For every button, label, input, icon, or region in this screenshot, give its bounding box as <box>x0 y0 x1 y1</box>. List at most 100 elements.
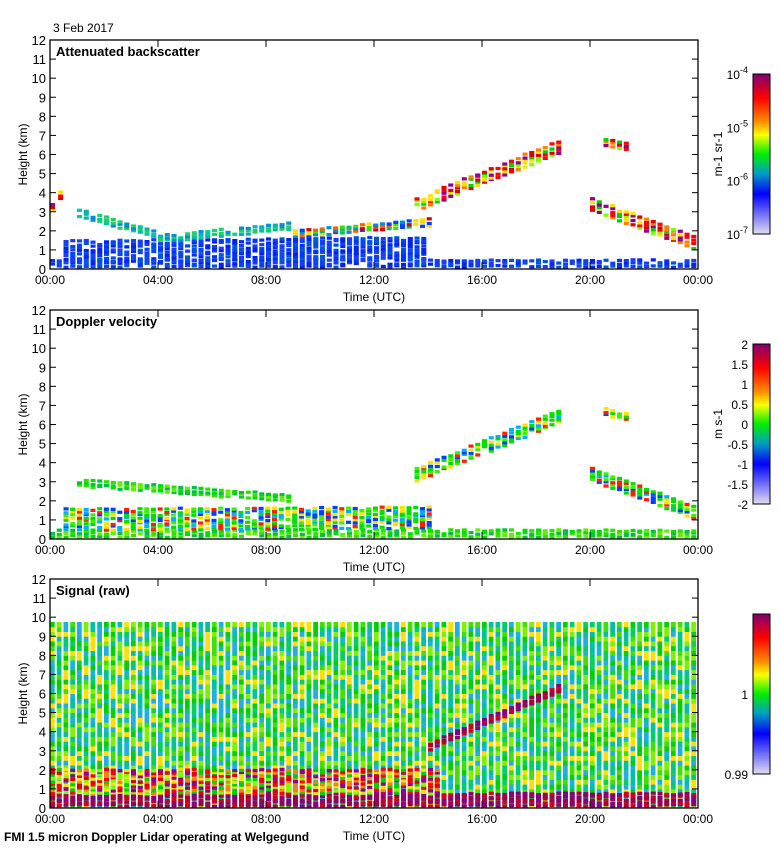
data-cell <box>502 736 507 742</box>
data-cell <box>252 529 258 533</box>
data-cell <box>522 426 528 430</box>
data-cell <box>293 265 299 269</box>
data-cell <box>475 674 480 680</box>
data-cell <box>320 669 325 675</box>
data-cell <box>56 755 62 761</box>
data-cell <box>104 731 109 737</box>
data-cell <box>401 253 407 258</box>
data-cell <box>583 265 589 269</box>
data-cell <box>191 760 197 766</box>
data-cell <box>292 520 298 524</box>
y-axis-label: Height (km) <box>16 123 30 185</box>
data-cell <box>286 621 291 628</box>
data-cell <box>360 257 366 261</box>
data-cell <box>131 683 136 690</box>
data-cell <box>198 731 204 737</box>
data-cell <box>124 712 129 718</box>
data-cell <box>306 234 312 239</box>
data-cell <box>232 621 237 628</box>
data-cell <box>124 688 129 694</box>
data-cell <box>205 717 210 723</box>
data-cell <box>77 745 82 752</box>
data-cell <box>434 674 440 680</box>
data-cell <box>372 517 378 522</box>
data-cell <box>232 532 238 536</box>
data-cell <box>144 698 150 704</box>
data-cell <box>137 641 143 647</box>
data-cell <box>137 488 143 492</box>
data-cell <box>367 688 372 694</box>
data-cell <box>245 250 251 254</box>
data-cell <box>448 534 454 538</box>
data-cell <box>232 688 237 694</box>
data-cell <box>475 442 481 447</box>
data-cell <box>83 248 89 253</box>
data-cell <box>130 516 136 520</box>
data-cell <box>522 535 528 539</box>
data-cell <box>434 726 440 733</box>
data-cell <box>684 532 690 536</box>
data-cell <box>293 741 298 747</box>
data-cell <box>406 525 412 529</box>
data-cell <box>495 434 501 439</box>
data-cell <box>455 703 460 709</box>
data-cell <box>83 484 89 488</box>
data-cell <box>387 750 393 757</box>
data-cell <box>529 159 535 163</box>
data-cell <box>522 779 528 785</box>
data-cell <box>97 712 102 718</box>
data-cell <box>83 703 89 709</box>
data-cell <box>313 679 318 685</box>
data-cell <box>488 679 494 685</box>
data-cell <box>293 731 298 737</box>
data-cell <box>495 172 501 176</box>
data-cell <box>185 679 190 685</box>
data-cell <box>266 798 271 804</box>
data-cell <box>110 626 116 632</box>
data-cell <box>644 487 650 492</box>
data-cell <box>488 774 494 780</box>
data-cell <box>83 645 89 652</box>
data-cell <box>502 434 508 439</box>
data-cell <box>542 146 548 150</box>
data-cell <box>178 247 184 251</box>
data-cell <box>258 510 264 514</box>
data-cell <box>185 722 190 728</box>
data-cell <box>691 531 697 535</box>
data-cell <box>529 703 534 709</box>
data-cell <box>144 712 150 718</box>
data-cell <box>312 520 318 524</box>
data-cell <box>536 774 541 780</box>
data-cell <box>421 669 426 675</box>
data-cell <box>549 259 555 263</box>
data-cell <box>158 750 163 757</box>
data-cell <box>455 707 460 714</box>
data-cell <box>191 513 197 517</box>
data-cell <box>266 534 272 539</box>
data-cell <box>171 240 177 245</box>
data-cell <box>401 707 406 714</box>
data-cell <box>266 660 271 666</box>
data-cell <box>468 444 474 448</box>
data-cell <box>286 650 291 656</box>
data-cell <box>421 264 427 268</box>
data-cell <box>272 703 278 709</box>
data-cell <box>218 488 224 492</box>
data-cell <box>239 626 244 632</box>
data-cell <box>691 238 697 242</box>
data-cell <box>90 712 96 718</box>
data-cell <box>83 209 89 213</box>
data-cell <box>171 669 177 675</box>
data-cell <box>502 261 508 265</box>
data-cell <box>293 240 299 244</box>
data-cell <box>211 524 217 529</box>
data-cell <box>225 240 231 244</box>
data-cell <box>359 523 365 528</box>
data-cell <box>448 261 454 265</box>
data-cell <box>319 515 325 519</box>
data-cell <box>441 683 447 690</box>
data-cell <box>347 693 352 699</box>
data-cell <box>353 703 359 709</box>
data-cell <box>272 535 278 539</box>
data-cell <box>333 707 339 714</box>
